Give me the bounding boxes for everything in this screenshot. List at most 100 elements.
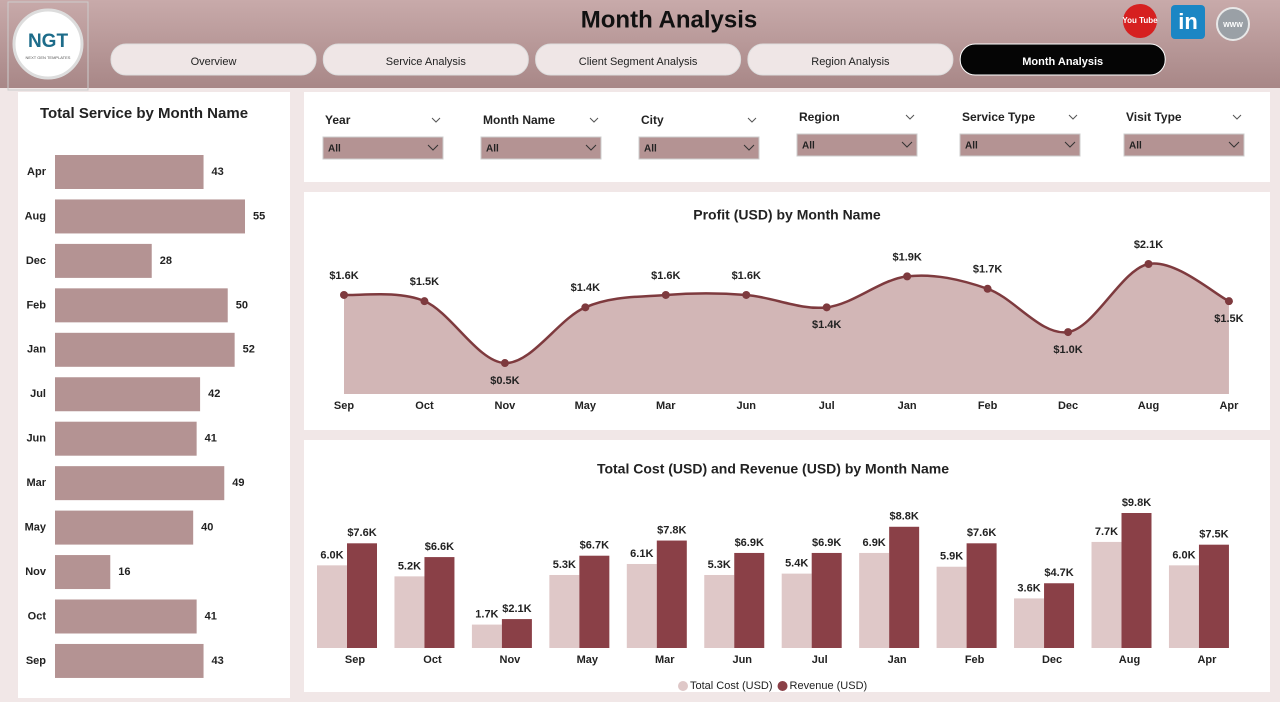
- data-label: $0.5K: [490, 375, 519, 387]
- point: [822, 303, 831, 312]
- data-label: 52: [243, 344, 255, 356]
- x-tick-label: May: [577, 654, 599, 666]
- data-label: $7.8K: [657, 524, 686, 536]
- tab[interactable]: [747, 43, 954, 76]
- data-label: $7.6K: [347, 527, 376, 539]
- bar: [471, 624, 502, 648]
- web-icon[interactable]: [1216, 7, 1250, 41]
- bar: [549, 574, 580, 648]
- y-tick-label: Jan: [27, 344, 46, 356]
- y-tick-label: Jul: [30, 388, 46, 400]
- legend-marker: [777, 681, 788, 691]
- bar: [626, 563, 657, 648]
- y-tick-label: May: [25, 522, 47, 534]
- legend-label: Revenue (USD): [790, 680, 868, 692]
- bar: [734, 552, 765, 648]
- dropdown[interactable]: [638, 136, 760, 160]
- tab-label: Month Analysis: [1022, 56, 1103, 68]
- bar: [55, 199, 245, 234]
- data-label: 55: [253, 210, 265, 222]
- logo: [12, 8, 84, 80]
- data-label: 28: [160, 255, 172, 267]
- data-label: 41: [205, 610, 217, 622]
- bar: [1198, 544, 1229, 648]
- point: [742, 290, 751, 299]
- bar: [1168, 565, 1199, 648]
- point: [1224, 297, 1233, 306]
- x-tick-label: Dec: [1058, 400, 1078, 412]
- area: [344, 263, 1229, 394]
- y-tick-label: Dec: [26, 255, 46, 267]
- y-tick-label: Oct: [28, 610, 47, 622]
- filter-bar: Year All Month Name All City All Region All Serv…: [322, 110, 1245, 160]
- bar: [889, 526, 920, 648]
- y-tick-label: Jun: [26, 433, 46, 445]
- chart-title: Total Service by Month Name: [40, 105, 248, 122]
- dropdown[interactable]: [1123, 133, 1245, 157]
- chevron: [747, 117, 757, 123]
- tab-label: Client Segment Analysis: [579, 56, 698, 68]
- chevron: [743, 144, 755, 151]
- linkedin-icon[interactable]: [1171, 5, 1205, 39]
- bar: [966, 543, 997, 648]
- filter-label: Visit Type: [1126, 110, 1182, 124]
- bar: [55, 555, 111, 590]
- data-label: 6.1K: [630, 548, 653, 560]
- data-label: 7.7K: [1095, 526, 1118, 538]
- dropdown-value: All: [644, 144, 657, 155]
- logo-text: NGT: [28, 31, 69, 52]
- dropdown[interactable]: [796, 133, 918, 157]
- data-label: $6.9K: [735, 537, 764, 549]
- point: [500, 359, 509, 368]
- x-tick-label: Apr: [1219, 400, 1239, 412]
- tab-label: Service Analysis: [386, 56, 467, 68]
- x-tick-label: Jun: [732, 654, 752, 666]
- tab-label: Region Analysis: [811, 56, 890, 68]
- x-tick-label: Aug: [1138, 400, 1159, 412]
- data-label: $1.4K: [571, 282, 600, 294]
- data-label: 5.4K: [785, 558, 808, 570]
- data-label: 6.9K: [863, 537, 886, 549]
- bar: [55, 377, 201, 412]
- x-tick-label: Sep: [334, 400, 354, 412]
- data-label: $7.5K: [1199, 529, 1228, 541]
- bar: [394, 576, 425, 648]
- y-tick-label: Mar: [26, 477, 46, 489]
- tab[interactable]: [959, 43, 1166, 76]
- panel: [304, 92, 1270, 182]
- bar: [579, 555, 610, 648]
- dropdown[interactable]: [480, 136, 602, 160]
- data-label: $1.5K: [410, 276, 439, 288]
- bar: [424, 557, 455, 648]
- y-tick-label: Feb: [26, 299, 46, 311]
- dropdown[interactable]: [959, 133, 1081, 157]
- data-label: $8.8K: [889, 511, 918, 523]
- bar: [1121, 513, 1152, 648]
- legend-label: Total Cost (USD): [690, 680, 773, 692]
- x-tick-label: Feb: [978, 400, 998, 412]
- tab[interactable]: [322, 43, 529, 76]
- x-tick-label: Nov: [495, 400, 517, 412]
- filter-label: Month Name: [483, 113, 555, 127]
- bar: [55, 599, 197, 634]
- bar: [55, 510, 194, 545]
- linkedin-text: in: [1178, 9, 1198, 34]
- bar: [936, 566, 967, 648]
- bar: [781, 573, 812, 648]
- youtube-icon[interactable]: [1123, 4, 1157, 38]
- bar: [501, 619, 532, 648]
- tab[interactable]: [535, 43, 742, 76]
- dropdown-value: All: [1129, 141, 1142, 152]
- tab[interactable]: [110, 43, 317, 76]
- filter-label: City: [641, 113, 664, 127]
- chart: Total Service by Month Name Apr 43 Aug 55 Dec…: [25, 105, 265, 678]
- data-label: 50: [236, 299, 248, 311]
- bar: [55, 421, 197, 456]
- bar: [1014, 598, 1045, 648]
- data-label: 16: [118, 566, 130, 578]
- chevron: [1232, 114, 1242, 120]
- y-tick-label: Sep: [26, 655, 46, 667]
- dropdown[interactable]: [322, 136, 444, 160]
- point: [1144, 260, 1153, 268]
